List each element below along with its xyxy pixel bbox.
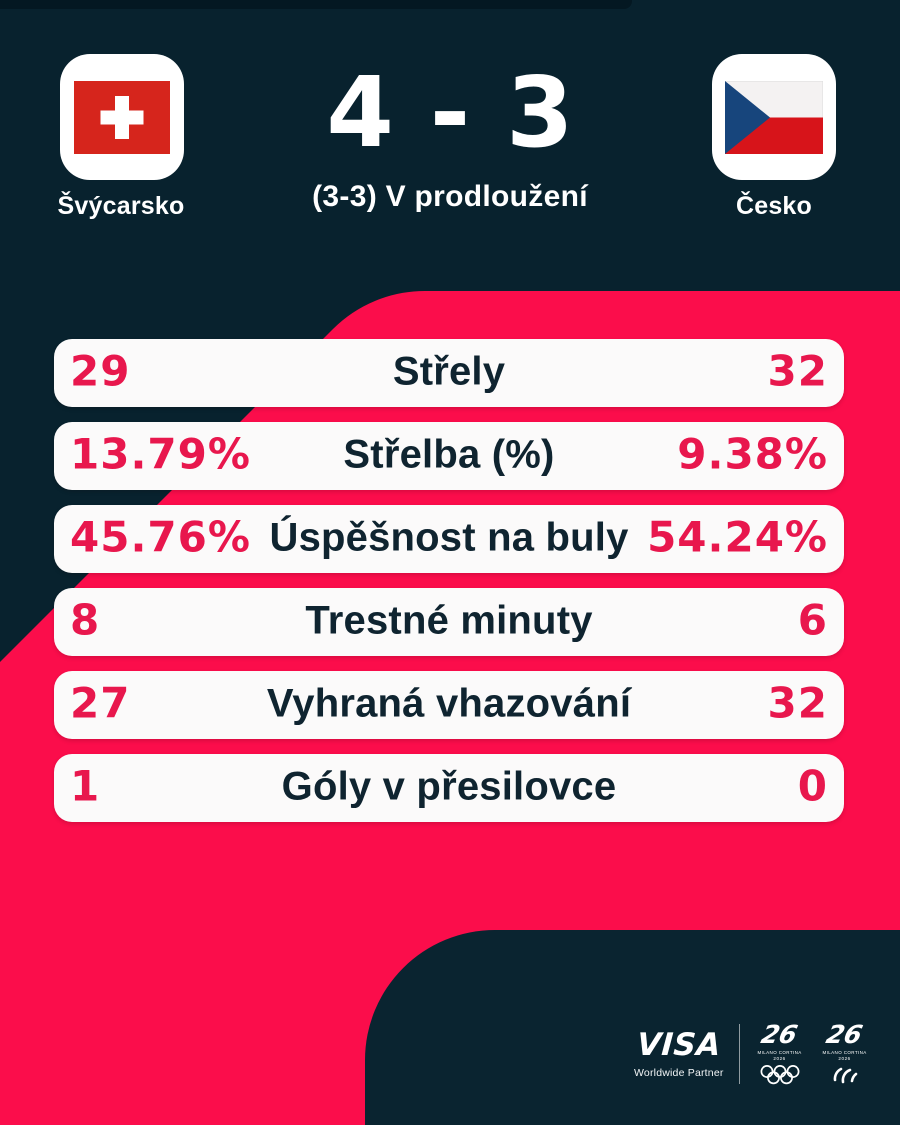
- stat-label: Úspěšnost na buly: [269, 515, 629, 560]
- stat-row-penalty-minutes: 8 Trestné minuty 6: [54, 588, 844, 656]
- sponsor-footer: VISA Worldwide Partner 26 MILANO CORTINA…: [634, 1018, 870, 1090]
- scoreline: 4 - 3: [0, 62, 900, 162]
- stat-label: Trestné minuty: [305, 598, 593, 643]
- milano-cortina-caption: MILANO CORTINA: [757, 1050, 802, 1055]
- stat-home-value: 45.76%: [70, 512, 251, 562]
- stat-label: Vyhraná vhazování: [266, 681, 632, 726]
- stat-home-value: 29: [70, 346, 131, 396]
- away-team-name: Česko: [735, 192, 813, 220]
- paralympic-games-logo: 26 MILANO CORTINA 2026: [820, 1020, 870, 1086]
- stat-home-value: 1: [70, 761, 101, 811]
- away-flag-card: [712, 54, 836, 180]
- away-score: 3: [506, 55, 574, 169]
- score-note: (3-3) V prodloužení: [312, 180, 588, 213]
- milano-cortina-year: 2026: [773, 1056, 786, 1061]
- stat-away-value: 32: [767, 346, 828, 396]
- visa-wordmark: VISA: [635, 1026, 723, 1063]
- top-accent-strip: [0, 0, 632, 9]
- stat-row-powerplay-goals: 1 Góly v přesilovce 0: [54, 754, 844, 822]
- czechia-flag-icon: [725, 80, 823, 154]
- switzerland-flag-icon: [74, 80, 170, 154]
- milano-cortina-caption: MILANO CORTINA: [822, 1050, 867, 1055]
- visa-subtitle: Worldwide Partner: [634, 1066, 724, 1079]
- stat-home-value: 8: [70, 595, 101, 645]
- milano-cortina-26-mark: 26: [823, 1020, 866, 1049]
- home-score: 4: [326, 55, 394, 169]
- visa-logo: VISA Worldwide Partner: [634, 1026, 724, 1079]
- home-team-name: Švýcarsko: [57, 192, 185, 220]
- milano-cortina-year: 2026: [838, 1056, 851, 1061]
- stat-row-shooting-pct: 13.79% Střelba (%) 9.38%: [54, 422, 844, 490]
- score-separator: -: [429, 55, 471, 169]
- footer-divider: [738, 1024, 740, 1084]
- stat-away-value: 9.38%: [677, 429, 828, 479]
- stat-row-faceoffs-won: 27 Vyhraná vhazování 32: [54, 671, 844, 739]
- olympic-games-logo: 26 MILANO CORTINA 2026: [755, 1020, 805, 1086]
- stat-home-value: 13.79%: [70, 429, 251, 479]
- stat-away-value: 0: [797, 761, 828, 811]
- stat-away-value: 6: [797, 595, 828, 645]
- home-flag-card: [60, 54, 184, 180]
- olympic-rings-icon: [760, 1065, 800, 1085]
- stat-label: Střelba (%): [343, 432, 555, 477]
- stat-away-value: 32: [767, 678, 828, 728]
- stat-row-faceoff-pct: 45.76% Úspěšnost na buly 54.24%: [54, 505, 844, 573]
- stat-away-value: 54.24%: [647, 512, 828, 562]
- paralympic-agitos-icon: [833, 1067, 857, 1084]
- milano-cortina-26-mark: 26: [758, 1020, 801, 1049]
- stats-list: 29 Střely 32 13.79% Střelba (%) 9.38% 45…: [54, 339, 844, 837]
- stat-label: Střely: [392, 349, 506, 394]
- stat-home-value: 27: [70, 678, 131, 728]
- stat-label: Góly v přesilovce: [281, 764, 617, 809]
- stat-row-shots: 29 Střely 32: [54, 339, 844, 407]
